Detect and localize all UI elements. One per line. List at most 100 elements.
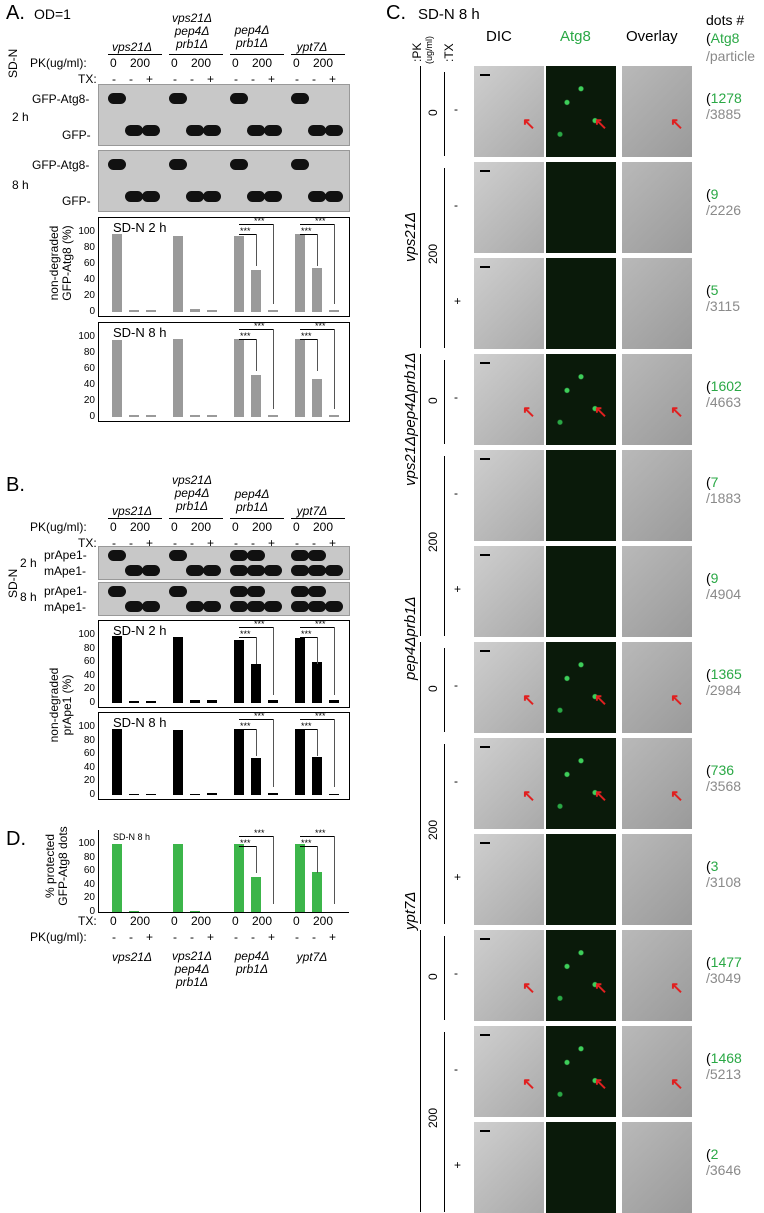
bar (251, 664, 261, 703)
strain-underline (291, 518, 345, 519)
sig-tick (256, 234, 257, 266)
y-tick-label: 100 (78, 629, 95, 640)
dots-particle: /3568 (706, 778, 742, 794)
band-upper (247, 586, 265, 597)
bar (190, 415, 200, 417)
red-arrow-icon: ↖ (594, 788, 608, 805)
tx-value: + (146, 930, 154, 944)
band-upper (230, 159, 248, 170)
tx-value: - (112, 536, 116, 550)
bar (173, 729, 183, 795)
red-arrow-icon: ↖ (670, 1076, 684, 1093)
band-upper-a2: GFP-Atg8- (32, 158, 90, 172)
sig-tick (334, 836, 335, 904)
band-upper (108, 586, 126, 597)
y-tick-label: 100 (78, 331, 95, 342)
sig-tick (256, 846, 257, 874)
pk-line (444, 744, 445, 924)
pk-value: 200 (426, 1107, 440, 1128)
dots-particle: /5213 (706, 1066, 742, 1082)
time-2h-b: 2 h (20, 556, 37, 570)
bar (190, 700, 200, 703)
band-lower-a2: GFP- (62, 194, 91, 208)
sig-bracket (300, 234, 317, 235)
pk-line (444, 360, 445, 444)
sig-bracket (300, 836, 334, 837)
dots-particle: /3115 (706, 298, 740, 314)
bar (190, 308, 200, 312)
band-lower (325, 601, 343, 612)
sig-stars: *** (301, 226, 312, 236)
band-lower (247, 191, 265, 202)
col-dic: DIC (486, 28, 512, 45)
tx-value: - (234, 72, 238, 86)
overlay-image (622, 834, 692, 925)
chart-title: SD-N 2 h (113, 623, 167, 638)
band-lower (308, 191, 326, 202)
tx-value: - (190, 72, 194, 86)
y-tick-label: 100 (78, 226, 95, 237)
pk-value: 200 (130, 520, 151, 534)
pk-value: 200 (426, 243, 440, 264)
sig-tick (317, 637, 318, 665)
red-arrow-icon: ↖ (522, 692, 536, 709)
y-tick-label: 40 (83, 379, 95, 390)
pk-value: 200 (313, 914, 334, 928)
tx-value: - (454, 390, 458, 404)
strain-d-4: ypt7Δ (296, 950, 328, 964)
tx-value: + (454, 870, 462, 884)
red-arrow-icon: ↖ (594, 692, 608, 709)
bar (112, 340, 122, 417)
tx-value: + (454, 582, 462, 596)
y-tick-label: 20 (83, 892, 95, 904)
overlay-image (622, 642, 692, 733)
band-lower-a1: GFP- (62, 128, 91, 142)
pk-value: 0 (426, 397, 440, 404)
strain-c-3: pep4Δprb1Δ (402, 596, 419, 680)
y-tick-label: 80 (83, 347, 95, 358)
dic-image (474, 738, 544, 829)
strain-c-2: vps21Δpep4Δprb1Δ (402, 352, 419, 486)
pk-line (444, 456, 445, 636)
pk-value: 200 (191, 56, 212, 70)
band-upper-b1: prApe1- (44, 548, 87, 562)
tx-value: - (234, 536, 238, 550)
pk-value: 0 (110, 914, 117, 928)
band-lower (247, 125, 265, 136)
band-lower (264, 125, 282, 136)
scale-bar (480, 170, 490, 172)
sig-stars: *** (240, 838, 251, 848)
sig-stars: *** (254, 828, 265, 838)
pk-value: 200 (130, 914, 151, 928)
bar (312, 662, 322, 703)
pk-value: 200 (130, 56, 151, 70)
atg8-image (546, 738, 616, 829)
chart-title: SD-N 8 h (113, 325, 167, 340)
panel-c-title: SD-N 8 h (418, 6, 480, 23)
blot-a-2h (98, 84, 350, 146)
strain-b-1: vps21Δ (111, 504, 153, 518)
overlay-image (622, 66, 692, 157)
pk-value: 0 (110, 56, 117, 70)
band-upper (291, 93, 309, 104)
pk-value: 0 (426, 685, 440, 692)
y-tick-label: 80 (83, 734, 95, 746)
overlay-image (622, 354, 692, 445)
tx-value: - (190, 930, 194, 944)
bar (207, 700, 217, 703)
dots-count: (1468/5213 (706, 1050, 742, 1082)
tx-value: - (454, 486, 458, 500)
y-tick-label: 80 (83, 242, 95, 253)
ylabel-d: % protected GFP-Atg8 dots (43, 826, 70, 906)
sig-stars: *** (254, 711, 265, 721)
sig-tick (334, 627, 335, 695)
band-lower (203, 191, 221, 202)
dic-image (474, 642, 544, 733)
band-lower (186, 601, 204, 612)
band-lower (142, 601, 160, 612)
bar (129, 310, 139, 312)
atg8-image (546, 546, 616, 637)
bar (190, 793, 200, 795)
sig-stars: *** (254, 321, 265, 331)
tx-value: - (312, 930, 316, 944)
